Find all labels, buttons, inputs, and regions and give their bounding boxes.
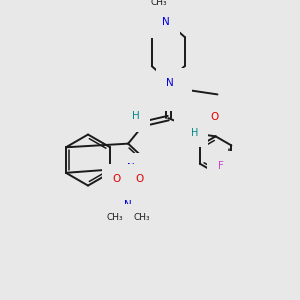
Text: N: N xyxy=(127,163,135,173)
Text: CH₃: CH₃ xyxy=(106,213,123,222)
Text: N: N xyxy=(124,200,132,210)
Text: N: N xyxy=(162,17,170,27)
Text: H: H xyxy=(131,111,139,121)
Text: O: O xyxy=(112,174,120,184)
Text: CH₃: CH₃ xyxy=(151,0,167,7)
Text: N: N xyxy=(166,79,174,88)
Text: O: O xyxy=(211,112,219,122)
Text: H: H xyxy=(191,128,198,138)
Text: CH₃: CH₃ xyxy=(134,213,150,222)
Text: O: O xyxy=(173,90,182,100)
Text: O: O xyxy=(136,174,144,184)
Text: F: F xyxy=(218,161,224,171)
Text: N: N xyxy=(184,122,192,132)
Text: S: S xyxy=(125,183,131,193)
